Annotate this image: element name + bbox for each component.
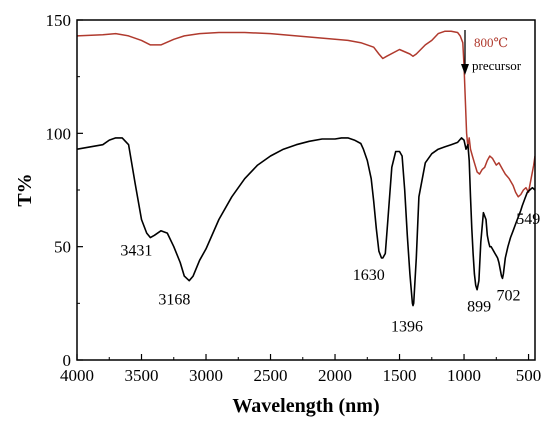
legend-arrow-head <box>461 64 469 75</box>
x-tick-label: 3000 <box>189 366 223 385</box>
series-layer <box>77 30 535 307</box>
peak-label-1396: 1396 <box>391 319 423 336</box>
annotation-layer: 3431 3168 1630 1396 899 702 549 <box>120 211 540 336</box>
y-tick-label: 100 <box>46 124 72 143</box>
y-axis-title: T% <box>14 173 36 206</box>
legend-label-800: 800℃ <box>474 35 508 50</box>
x-axis-title: Wavelength (nm) <box>232 395 379 417</box>
series-line-800 <box>77 30 535 198</box>
x-tick-label: 1000 <box>447 366 481 385</box>
x-tick-label: 3500 <box>125 366 159 385</box>
y-tick-label: 0 <box>63 351 72 370</box>
peak-label-3431: 3431 <box>120 243 152 260</box>
legend: 800℃ precursor <box>461 30 522 75</box>
peak-label-1630: 1630 <box>353 267 385 284</box>
x-tick-label: 4000 <box>60 366 94 385</box>
peak-label-549: 549 <box>516 211 540 228</box>
x-tick-label: 500 <box>516 366 542 385</box>
ticks-layer: 4000 3500 3000 2500 2000 1500 1000 500 0 50 100 150 <box>46 11 542 385</box>
x-tick-label: 2000 <box>318 366 352 385</box>
y-tick-label: 50 <box>54 238 71 257</box>
y-tick-label: 150 <box>46 11 72 30</box>
peak-label-899: 899 <box>467 299 491 316</box>
x-tick-label: 1500 <box>383 366 417 385</box>
legend-label-precursor: precursor <box>472 58 522 73</box>
x-tick-label: 2500 <box>254 366 288 385</box>
peak-label-702: 702 <box>496 287 520 304</box>
series-line-precursor <box>77 137 535 307</box>
peak-label-3168: 3168 <box>158 292 190 309</box>
